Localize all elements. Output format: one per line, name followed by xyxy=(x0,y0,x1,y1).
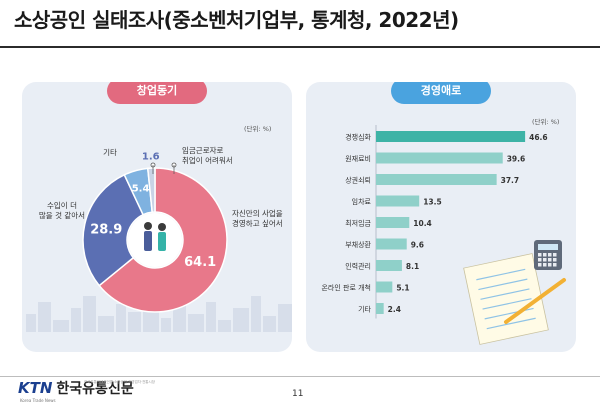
person-icon xyxy=(158,223,166,231)
bar-category-label: 기타 xyxy=(358,305,371,314)
startup-motive-unit: (단위: %) xyxy=(244,125,272,133)
bar-category-label: 온라인 판로 개척 xyxy=(321,283,371,292)
bar-value-label: 46.6 xyxy=(529,133,548,142)
footer-divider xyxy=(0,376,600,377)
bar xyxy=(376,217,410,228)
pie-slice xyxy=(82,173,145,287)
bar xyxy=(376,281,393,293)
bar-category-label: 경쟁심화 xyxy=(345,133,371,142)
building-shape xyxy=(233,308,249,332)
bar-category-label: 최저임금 xyxy=(345,219,371,228)
building-shape xyxy=(251,296,261,332)
building-shape xyxy=(98,316,114,332)
startup-motive-title: 창업동기 xyxy=(107,82,207,104)
pie-value-label: 28.9 xyxy=(90,222,122,237)
calculator-key xyxy=(538,263,542,267)
building-shape xyxy=(83,296,96,332)
page-title: 소상공인 실태조사(중소벤처기업부, 통계청, 2022년) xyxy=(14,8,459,32)
calculator-key xyxy=(538,258,542,262)
calculator-key xyxy=(538,253,542,257)
logo-mark: KTN xyxy=(18,379,53,397)
paper-line xyxy=(482,298,532,310)
pie-category-label: 자신만의 사업을 경영하고 싶어서 xyxy=(232,208,283,228)
building-shape xyxy=(206,302,216,332)
bar xyxy=(376,260,402,271)
building-shape xyxy=(53,320,69,332)
building-shape xyxy=(26,314,36,332)
paper-shape xyxy=(463,253,549,345)
calculator-key xyxy=(548,253,552,257)
building-shape xyxy=(116,304,126,332)
pie-slice xyxy=(98,167,228,313)
person-icon xyxy=(144,222,152,230)
business-difficulty-title: 경영애로 xyxy=(391,82,491,104)
bar xyxy=(376,303,384,314)
bar-category-label: 원재료비 xyxy=(345,154,371,163)
bar-category-label: 부채상환 xyxy=(345,240,371,249)
person-icon xyxy=(158,232,166,251)
bar-value-label: 13.5 xyxy=(423,198,442,207)
title-divider xyxy=(0,46,600,48)
building-shape xyxy=(71,308,81,332)
calculator-screen xyxy=(538,244,558,250)
bar-value-label: 5.1 xyxy=(396,284,409,293)
calculator-key xyxy=(548,258,552,262)
startup-motive-panel: 창업동기 (단위: %) 64.1 28.9 5.4 1.6 자신만의 사업을 경영하고 … xyxy=(22,82,292,352)
bar-category-label: 인력관리 xyxy=(345,262,371,271)
business-difficulty-unit: (단위: %) xyxy=(532,118,560,126)
bar-category-label: 상권쇠퇴 xyxy=(345,176,371,185)
bar-value-label: 8.1 xyxy=(406,262,419,271)
calculator-key xyxy=(553,258,557,262)
bar-value-label: 9.6 xyxy=(411,241,424,250)
calculator-key xyxy=(543,263,547,267)
page-number: 11 xyxy=(292,389,304,399)
bar-value-label: 39.6 xyxy=(507,155,526,164)
document-illustration xyxy=(463,240,566,345)
calculator-key xyxy=(553,263,557,267)
pie-value-label: 1.6 xyxy=(142,151,160,162)
pie-category-label: 수입이 더 많을 것 같아서 xyxy=(39,200,85,220)
bar xyxy=(376,131,526,142)
logo-small-text: 한국유통인대표언론 소상공인·자영업자·전통시장 xyxy=(84,380,155,384)
building-shape xyxy=(188,314,204,332)
person-icon xyxy=(144,231,152,251)
building-shape xyxy=(263,316,276,332)
pie-category-label: 기타 xyxy=(103,148,117,157)
paper-line xyxy=(478,278,528,291)
pie-category-label: 임금근로자로 취업이 어려워서 xyxy=(182,146,233,165)
logo-name: 한국유통신문 xyxy=(56,381,134,397)
business-difficulty-bar-chart: 경쟁심화 46.6 원재료비 39.6 상권쇠퇴 37.7 임차료 13.5 최저임금 10.4 부… xyxy=(321,125,566,345)
pencil-icon xyxy=(504,278,566,324)
calculator-key xyxy=(543,253,547,257)
pie-center-hole xyxy=(128,213,182,267)
building-shape xyxy=(128,312,141,332)
ktn-logo: KTN 한국유통신문 한국유통인대표언론 소상공인·자영업자·전통시장 Korea… xyxy=(18,378,155,403)
bar xyxy=(376,238,407,250)
calculator-key xyxy=(548,263,552,267)
bar xyxy=(376,152,503,164)
paper-line xyxy=(476,268,526,281)
bar-value-label: 2.4 xyxy=(388,305,401,314)
logo-tagline: Korea Trade News xyxy=(20,398,56,403)
calculator-key xyxy=(543,258,547,262)
pie-value-label: 5.4 xyxy=(132,183,150,194)
paper-line xyxy=(480,288,530,300)
building-shape xyxy=(173,306,186,332)
business-difficulty-panel: 경영애로 (단위: %) 경쟁심화 46.6 원재료비 39.6 상권쇠퇴 37.7 임차료… xyxy=(306,82,576,352)
bar xyxy=(376,174,497,185)
bar-value-label: 10.4 xyxy=(413,219,432,228)
startup-motive-pie-chart: 64.1 28.9 5.4 1.6 자신만의 사업을 경영하고 싶어서 수입이 더 많을 것 … xyxy=(26,146,292,332)
building-shape xyxy=(278,304,292,332)
building-shape xyxy=(38,302,51,332)
bar-value-label: 37.7 xyxy=(501,176,520,185)
building-shape xyxy=(161,318,171,332)
calculator-key xyxy=(553,253,557,257)
paper-line xyxy=(486,317,536,330)
building-shape xyxy=(218,320,231,332)
pie-value-label: 64.1 xyxy=(184,255,216,270)
bar-category-label: 임차료 xyxy=(352,197,372,206)
bar xyxy=(376,195,420,207)
pie-slice xyxy=(146,167,156,213)
